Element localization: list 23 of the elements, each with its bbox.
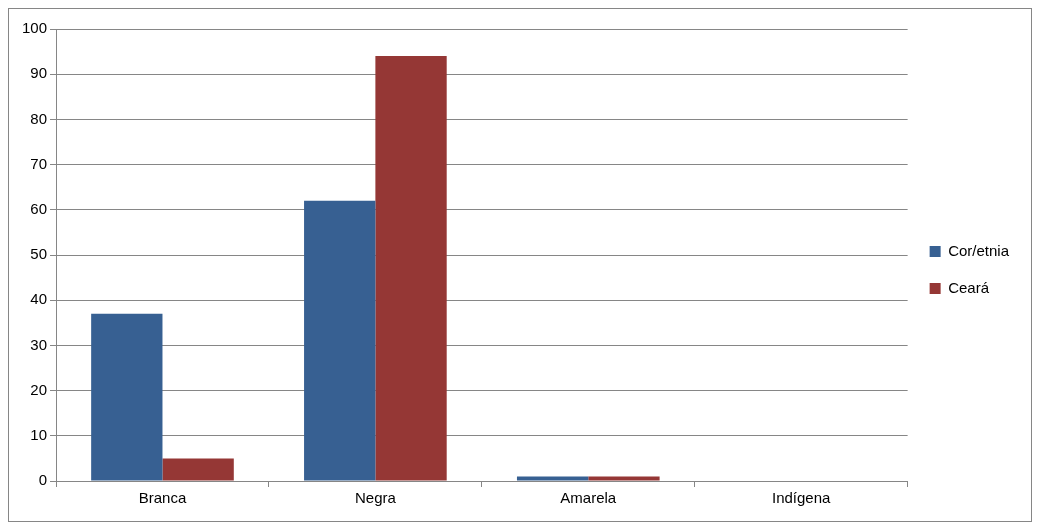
y-tick-label: 50 (30, 245, 48, 263)
y-tick-label: 60 (30, 199, 48, 217)
x-tick-label: Amarela (560, 489, 617, 507)
y-tick-label: 0 (38, 471, 48, 489)
y-tick-label: 80 (30, 109, 48, 127)
x-tick-label: Negra (354, 489, 397, 507)
legend-label: Ceará (948, 278, 990, 296)
bar (588, 476, 660, 481)
y-tick-label: 40 (30, 290, 48, 308)
bar (304, 200, 376, 481)
bar (91, 313, 163, 481)
y-tick-label: 100 (22, 19, 48, 37)
y-tick-label: 70 (30, 154, 48, 172)
y-tick-label: 90 (30, 64, 48, 82)
legend-label: Cor/etnia (948, 241, 1010, 259)
bar (162, 458, 234, 481)
y-tick-label: 20 (30, 380, 48, 398)
y-tick-label: 10 (30, 425, 48, 443)
bar (375, 56, 447, 481)
bar (516, 476, 589, 481)
x-tick-label: Branca (138, 489, 187, 507)
x-tick-label: Indígena (771, 489, 832, 507)
y-tick-label: 30 (30, 335, 48, 353)
